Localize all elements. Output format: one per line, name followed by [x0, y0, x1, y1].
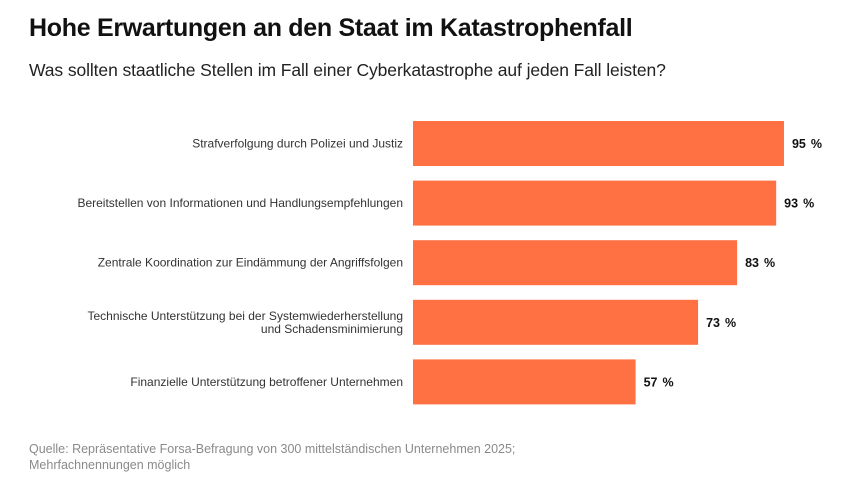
source-note: Quelle: Repräsentative Forsa-Befragung v…: [29, 442, 516, 472]
category-label-2: Bereitstellen von Informationen und Hand…: [77, 196, 403, 210]
bar-1: [413, 121, 784, 166]
category-label-line: Bereitstellen von Informationen und Hand…: [77, 196, 403, 210]
bar-4: [413, 299, 699, 345]
value-label-4: 73 %: [706, 316, 736, 330]
category-label-line: Zentrale Koordination zur Eindämmung der…: [98, 256, 403, 270]
category-label-4: Technische Unterstützung bei der Systemw…: [88, 309, 404, 336]
bar-5: [413, 359, 636, 405]
category-label-line: und Schadensminimierung: [261, 322, 403, 336]
bar-2: [413, 180, 777, 226]
chart-title: Hohe Erwartungen an den Staat im Katastr…: [29, 14, 633, 42]
value-label-1: 95 %: [792, 137, 822, 151]
category-label-5: Finanzielle Unterstützung betroffener Un…: [130, 375, 403, 389]
category-label-line: Strafverfolgung durch Polizei und Justiz: [192, 137, 403, 151]
chart-subtitle: Was sollten staatliche Stellen im Fall e…: [29, 60, 666, 80]
value-label-2: 93 %: [784, 197, 814, 211]
category-label-3: Zentrale Koordination zur Eindämmung der…: [98, 256, 403, 270]
value-label-3: 83 %: [745, 256, 775, 270]
category-label-line: Technische Unterstützung bei der Systemw…: [88, 309, 404, 323]
value-label-5: 57 %: [644, 375, 674, 389]
bar-3: [413, 240, 738, 286]
category-label-1: Strafverfolgung durch Polizei und Justiz: [192, 137, 403, 151]
category-label-line: Finanzielle Unterstützung betroffener Un…: [130, 375, 403, 389]
